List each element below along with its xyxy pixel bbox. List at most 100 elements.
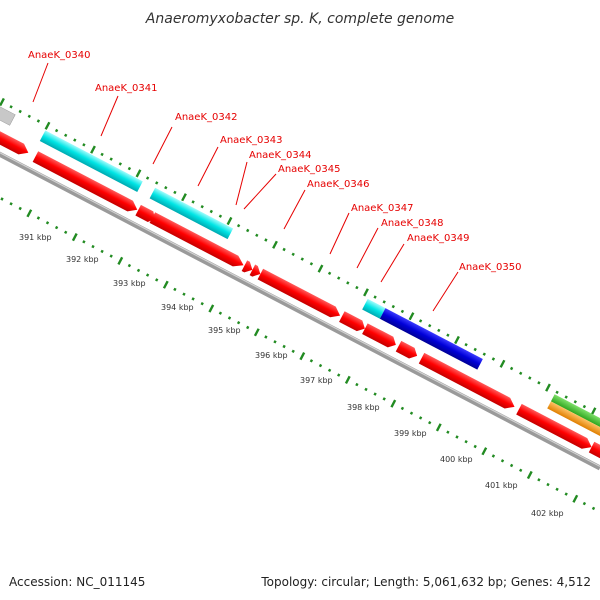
feature-anaek-0342[interactable]	[149, 187, 234, 240]
major-tick	[44, 121, 51, 130]
minor-tick	[464, 342, 468, 347]
minor-tick	[519, 468, 523, 473]
minor-tick	[200, 204, 204, 209]
minor-tick	[473, 444, 477, 449]
minor-tick	[127, 166, 132, 171]
minor-tick	[264, 335, 268, 339]
minor-tick	[73, 138, 77, 142]
svg-text:AnaeK_0348: AnaeK_0348	[381, 218, 443, 229]
minor-tick	[118, 162, 122, 166]
reverse-strand-track	[0, 105, 600, 446]
minor-tick	[155, 278, 159, 282]
minor-tick	[145, 176, 150, 180]
minor-tick	[491, 454, 496, 458]
feature-anaek-0344[interactable]	[241, 260, 256, 275]
major-tick	[117, 256, 124, 266]
minor-tick	[537, 478, 541, 482]
feature-anaek-0342-fwd[interactable]	[135, 204, 157, 224]
minor-tick	[573, 400, 577, 404]
feature-anaek-0351[interactable]	[588, 441, 600, 499]
minor-tick	[382, 397, 386, 401]
minor-tick	[528, 376, 532, 380]
feature-anaek-0349[interactable]	[379, 308, 483, 370]
feature-anaek-0341[interactable]	[39, 130, 143, 192]
gene-label-0349[interactable]: AnaeK_0349	[380, 233, 469, 283]
minor-tick	[364, 387, 368, 392]
feature-anaek-0347b[interactable]	[362, 323, 399, 350]
minor-tick	[246, 228, 250, 233]
gene-label-0347[interactable]: AnaeK_0347	[329, 203, 413, 255]
major-tick	[572, 494, 579, 503]
kbp-label-400: 400 kbp	[440, 455, 473, 464]
major-tick	[317, 264, 324, 273]
minor-tick	[591, 506, 596, 511]
minor-tick	[54, 128, 59, 133]
minor-tick	[100, 152, 104, 157]
feature-anaek-0341-fwd[interactable]	[32, 151, 140, 215]
minor-tick	[418, 416, 423, 420]
minor-tick	[82, 240, 86, 244]
minor-tick	[182, 292, 186, 296]
major-tick	[181, 193, 187, 202]
minor-tick	[145, 273, 150, 277]
gene-label-0342[interactable]: AnaeK_0342	[152, 112, 237, 165]
minor-tick	[218, 214, 223, 218]
major-tick	[344, 375, 351, 385]
minor-tick	[109, 254, 113, 258]
svg-text:AnaeK_0344: AnaeK_0344	[249, 150, 311, 161]
major-tick	[208, 304, 215, 313]
minor-tick	[373, 295, 377, 299]
minor-tick	[582, 501, 587, 506]
gene-label-0343[interactable]: AnaeK_0343	[197, 135, 282, 187]
minor-tick	[45, 221, 50, 225]
feature-anaek-0350[interactable]	[516, 403, 594, 453]
minor-tick	[582, 404, 587, 409]
minor-tick	[155, 181, 159, 185]
minor-tick	[91, 244, 95, 249]
gene-label-0346[interactable]: AnaeK_0346	[283, 179, 369, 230]
minor-tick	[64, 133, 68, 138]
minor-tick	[309, 262, 314, 266]
gene-label-0348[interactable]: AnaeK_0348	[356, 218, 443, 269]
accession-text: Accession: NC_011145	[9, 575, 145, 589]
kbp-label-399: 399 kbp	[394, 429, 427, 438]
minor-tick	[236, 223, 241, 228]
feature-anaek-0346[interactable]	[257, 268, 343, 321]
gene-label-0345[interactable]: AnaeK_0345	[243, 164, 340, 210]
gene-label-0344[interactable]: AnaeK_0344	[235, 150, 311, 206]
major-tick	[162, 280, 169, 289]
minor-tick	[309, 359, 314, 363]
minor-tick	[9, 105, 13, 109]
kbp-label-396: 396 kbp	[255, 351, 288, 360]
svg-text:AnaeK_0350: AnaeK_0350	[459, 262, 521, 273]
kbp-labels: 391 kbp 392 kbp 393 kbp 394 kbp 395 kbp …	[19, 233, 564, 518]
gene-label-0350[interactable]: AnaeK_0350	[432, 262, 521, 312]
feature-orange[interactable]	[547, 401, 600, 446]
feature-anaek-0343[interactable]	[149, 212, 247, 270]
feature-anaek-0349-fwd[interactable]	[418, 352, 518, 412]
kbp-label-398: 398 kbp	[347, 403, 380, 412]
feature-grey[interactable]	[0, 105, 16, 126]
feature-anaek-0347[interactable]	[339, 311, 368, 334]
minor-tick	[82, 143, 86, 147]
feature-anaek-0348-fwd[interactable]	[395, 340, 420, 361]
feature-anaek-0348[interactable]	[362, 298, 386, 319]
major-tick	[226, 216, 233, 226]
minor-tick	[473, 347, 477, 352]
minor-tick	[400, 309, 405, 314]
forward-strand-track	[0, 118, 600, 499]
minor-tick	[337, 373, 341, 377]
minor-tick	[355, 382, 359, 387]
feature-anaek-0340[interactable]	[0, 118, 31, 158]
gene-label-0340[interactable]: AnaeK_0340	[28, 50, 90, 103]
feature-green[interactable]	[550, 394, 600, 439]
minor-tick	[246, 325, 250, 330]
minor-tick	[218, 311, 223, 315]
gene-labels: AnaeK_0340 AnaeK_0341 AnaeK_0342 AnaeK_0…	[28, 50, 521, 312]
gene-label-0341[interactable]: AnaeK_0341	[95, 83, 157, 137]
minor-tick	[391, 304, 395, 309]
major-tick	[135, 169, 142, 178]
feature-anaek-0345[interactable]	[249, 264, 264, 280]
minor-tick	[273, 340, 277, 344]
svg-text:AnaeK_0343: AnaeK_0343	[220, 135, 282, 146]
